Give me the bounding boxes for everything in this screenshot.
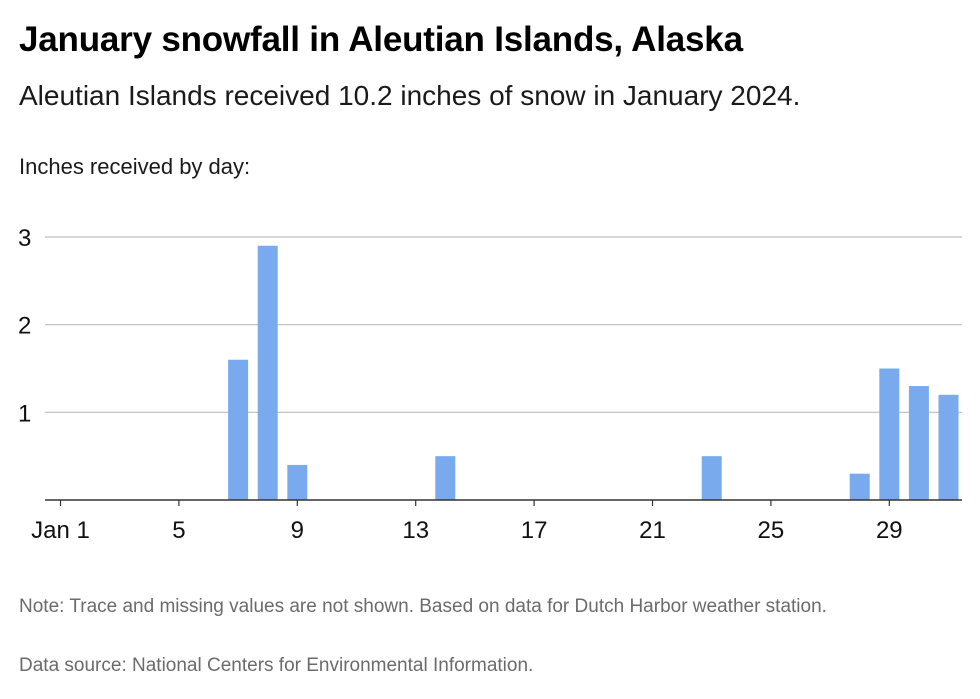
bar-day-7 bbox=[228, 359, 249, 500]
x-tick-label: 21 bbox=[639, 517, 666, 544]
chart-note: Note: Trace and missing values are not s… bbox=[19, 596, 827, 617]
x-tick-label: 9 bbox=[291, 517, 304, 544]
chart-subtitle: Aleutian Islands received 10.2 inches of… bbox=[19, 80, 801, 111]
y-axis-caption: Inches received by day: bbox=[19, 154, 251, 179]
snowfall-bar-chart: 1 2 3 Jan 1 5 9 13 17 21 25 29 bbox=[18, 225, 962, 544]
x-tick-label: 25 bbox=[758, 517, 785, 544]
x-tick-label: 5 bbox=[172, 517, 185, 544]
bar-day-14 bbox=[435, 456, 456, 500]
data-source: Data source: National Centers for Enviro… bbox=[19, 655, 534, 676]
bar-day-29 bbox=[879, 368, 900, 500]
chart-title: January snowfall in Aleutian Islands, Al… bbox=[19, 20, 743, 59]
y-tick-label: 3 bbox=[18, 225, 31, 252]
bar-day-30 bbox=[908, 386, 929, 500]
bar-day-23 bbox=[701, 456, 722, 500]
y-tick-label: 1 bbox=[18, 400, 31, 427]
bar-day-8 bbox=[257, 245, 278, 500]
bar-day-9 bbox=[287, 464, 308, 500]
x-tick-label: Jan 1 bbox=[31, 517, 90, 544]
x-tick-label: 17 bbox=[521, 517, 548, 544]
x-tick-label: 29 bbox=[876, 517, 903, 544]
bar-day-31 bbox=[938, 394, 959, 500]
bar-day-28 bbox=[849, 473, 870, 500]
x-tick-label: 13 bbox=[402, 517, 429, 544]
y-tick-label: 2 bbox=[18, 313, 31, 340]
